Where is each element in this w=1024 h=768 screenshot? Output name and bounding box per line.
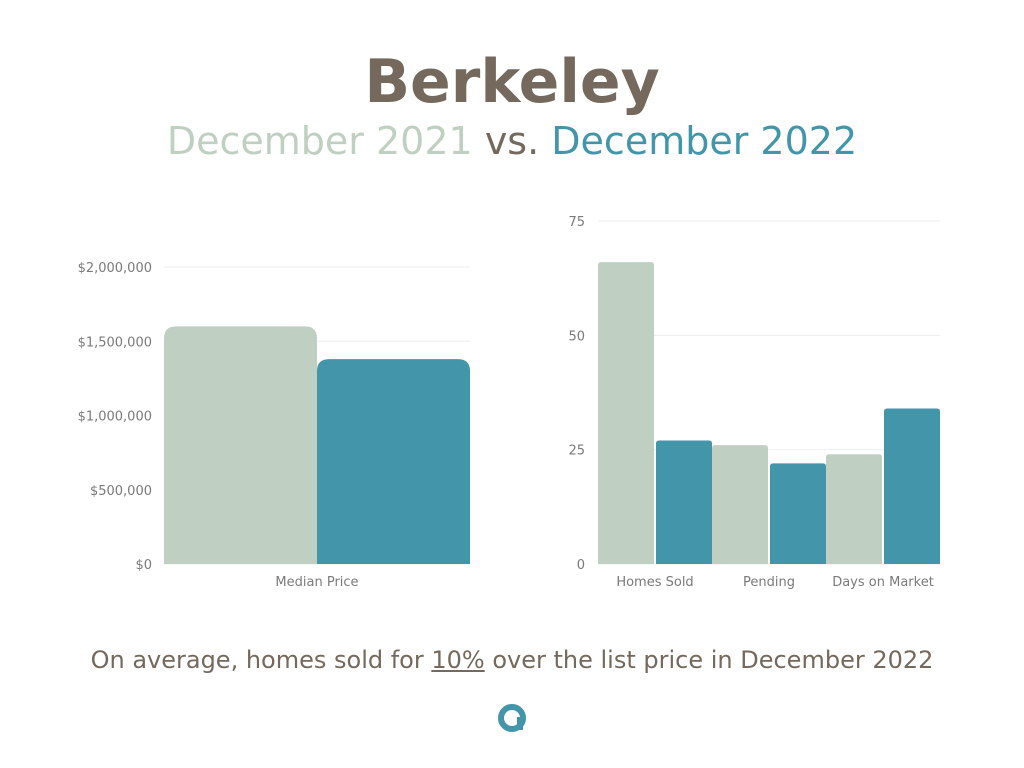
activity-chart-y-tick-label: 0 — [577, 558, 585, 573]
activity-chart-category-label: Days on Market — [832, 575, 934, 590]
activity-chart-category-label: Pending — [743, 575, 795, 590]
footer-percent: 10% — [431, 646, 485, 674]
vs-label: vs. — [484, 119, 540, 163]
activity-chart-bar-pending-series-1 — [712, 445, 768, 564]
median-chart-category-label: Median Price — [275, 575, 358, 590]
activity-chart-bar-homes-sold-series-1 — [598, 262, 654, 564]
footer-text-after: over the list price in December 2022 — [484, 646, 934, 674]
median-chart-bar-median-price-series-2 — [317, 359, 470, 564]
activity-chart-bar-days-on-market-series-1 — [826, 454, 882, 564]
footer-note: On average, homes sold for 10% over the … — [0, 642, 1024, 678]
median-chart-bar-median-price-series-1 — [164, 326, 317, 564]
activity-chart-y-tick-label: 25 — [568, 444, 585, 459]
activity-chart-bar-pending-series-2 — [770, 463, 826, 564]
activity-chart-bar-days-on-market-series-2 — [884, 408, 940, 564]
median-chart-y-tick-label: $1,000,000 — [78, 410, 152, 425]
period-b-label: December 2022 — [551, 119, 858, 163]
footer-text-before: On average, homes sold for — [90, 646, 432, 674]
median-chart-y-tick-label: $1,500,000 — [78, 335, 152, 350]
activity-chart-y-tick-label: 75 — [568, 215, 585, 230]
activity-chart-bar-homes-sold-series-2 — [656, 440, 712, 564]
activity-chart-y-tick-label: 50 — [568, 329, 585, 344]
brand-logo-icon — [498, 704, 526, 732]
median-chart-y-tick-label: $500,000 — [90, 484, 152, 499]
median-chart-y-tick-label: $0 — [135, 558, 152, 573]
comparison-subtitle: December 2021 vs. December 2022 — [0, 116, 1024, 166]
page-title: Berkeley — [364, 47, 660, 117]
median-chart-y-tick-label: $2,000,000 — [78, 261, 152, 276]
period-a-label: December 2021 — [166, 119, 473, 163]
activity-chart-category-label: Homes Sold — [616, 575, 693, 590]
